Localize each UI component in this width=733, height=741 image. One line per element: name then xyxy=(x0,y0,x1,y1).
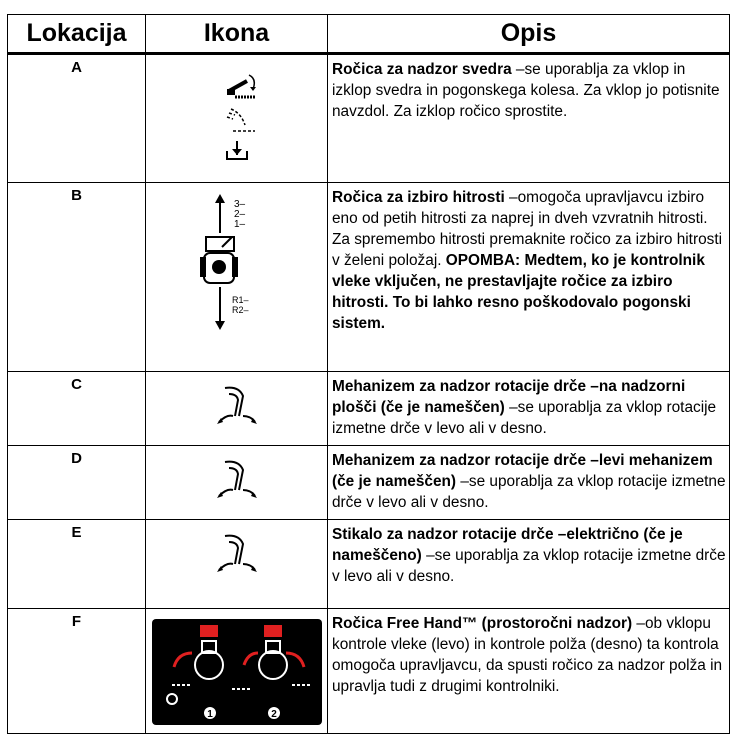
run: –se uporablja za vklop rotacije izmetne … xyxy=(332,473,726,511)
row: F 1 2 Ročica Free Hand™ (prostoročni nad… xyxy=(7,608,730,734)
description: Ročica za izbiro hitrosti –omogoča uprav… xyxy=(327,182,730,372)
icon xyxy=(216,534,257,572)
description: Mehanizem za nadzor rotacije drče –na na… xyxy=(327,371,730,446)
location: E xyxy=(7,519,146,609)
header-cell: Ikona xyxy=(145,14,328,55)
icon-label: 2– xyxy=(234,209,246,220)
icon-label: 2 xyxy=(271,709,277,720)
icon-cell xyxy=(145,53,328,183)
icon-cell xyxy=(145,445,328,520)
run: –se uporablja za vklop rotacije izmetne … xyxy=(332,547,726,585)
location: A xyxy=(7,53,146,183)
description: Ročica za nadzor svedra –se uporablja za… xyxy=(327,53,730,183)
run: Ročica za izbiro hitrosti xyxy=(332,189,505,206)
icon xyxy=(225,74,256,160)
run: Ročica za nadzor svedra xyxy=(332,61,512,78)
run: Ročica Free Hand™ (prostoročni nadzor) xyxy=(332,615,633,632)
icon-label: R1– xyxy=(232,295,249,305)
location: C xyxy=(7,371,146,446)
icon: 3– 2– 1– R1– R2– xyxy=(199,194,249,330)
run: –se uporablja za vklop in izklop svedra … xyxy=(332,61,720,120)
row: C Mehanizem za nadzor rotacije drče –na … xyxy=(7,371,730,446)
icon-label: 1– xyxy=(234,219,246,230)
run: –se uporablja za vklop rotacije izmetne … xyxy=(332,399,717,437)
controls-table: Lokacija Ikona Opis A Ročica za nadzor s… xyxy=(7,14,730,734)
run: OPOMBA: Medtem, ko je kontrolnik vleke v… xyxy=(332,252,705,332)
header-cell: Opis xyxy=(327,14,730,55)
run: –omogoča upravljavcu izbiro eno od petih… xyxy=(332,189,723,269)
icon: 1 2 xyxy=(151,619,322,725)
icon-cell: 3– 2– 1– R1– R2– xyxy=(145,182,328,372)
description: Stikalo za nadzor rotacije drče –elektri… xyxy=(327,519,730,609)
icon xyxy=(216,386,257,424)
icon xyxy=(216,460,257,498)
icon-label: R2– xyxy=(232,305,249,315)
location: D xyxy=(7,445,146,520)
run: Mehanizem za nadzor rotacije drče –levi … xyxy=(332,452,713,490)
row: A Ročica za nadzor svedra –se uporablja … xyxy=(7,53,730,183)
icon-label: 1 xyxy=(207,709,213,720)
location: F xyxy=(7,608,146,734)
run: Mehanizem za nadzor rotacije drče –na na… xyxy=(332,378,686,416)
header-row: Lokacija Ikona Opis xyxy=(7,14,730,55)
header-cell: Lokacija xyxy=(7,14,146,55)
run: –ob vklopu kontrole vleke (levo) in kont… xyxy=(332,615,723,695)
row: D Mehanizem za nadzor rotacije drče –lev… xyxy=(7,445,730,520)
run: Stikalo za nadzor rotacije drče –elektri… xyxy=(332,526,683,564)
row: E Stikalo za nadzor rotacije drče –elekt… xyxy=(7,519,730,609)
icon-cell xyxy=(145,371,328,446)
icon-cell xyxy=(145,519,328,609)
location: B xyxy=(7,182,146,372)
icon-cell: 1 2 xyxy=(145,608,328,734)
row: B 3– 2– 1– R1– R2– Ročica za izbiro hitr… xyxy=(7,182,730,372)
description: Mehanizem za nadzor rotacije drče –levi … xyxy=(327,445,730,520)
description: Ročica Free Hand™ (prostoročni nadzor) –… xyxy=(327,608,730,734)
icon-label: 3– xyxy=(234,199,246,210)
